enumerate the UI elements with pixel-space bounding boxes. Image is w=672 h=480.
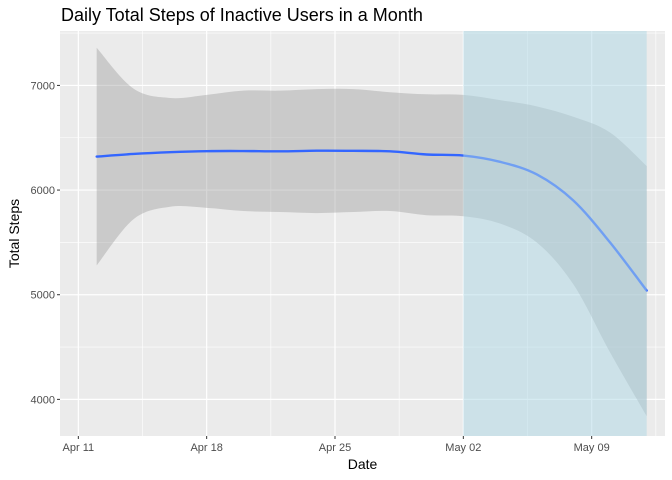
axis-ticks: 4000 5000 6000 7000 Apr 11 Apr 18 Apr 25 May 02…	[31, 80, 610, 454]
highlight-layer	[463, 31, 647, 436]
chart-title: Daily Total Steps of Inactive Users in a…	[61, 5, 423, 25]
x-axis-title: Date	[348, 456, 378, 472]
highlight-region	[463, 31, 647, 436]
x-tick-label: May 02	[445, 442, 481, 454]
y-axis-title: Total Steps	[6, 199, 22, 268]
y-tick-label: 6000	[31, 185, 55, 197]
y-tick-label: 7000	[31, 80, 55, 92]
x-tick-label: Apr 18	[190, 442, 222, 454]
x-tick-label: Apr 25	[319, 442, 351, 454]
y-tick-label: 4000	[31, 394, 55, 406]
y-tick-label: 5000	[31, 290, 55, 302]
x-tick-label: Apr 11	[63, 442, 95, 454]
x-tick-label: May 09	[574, 442, 610, 454]
